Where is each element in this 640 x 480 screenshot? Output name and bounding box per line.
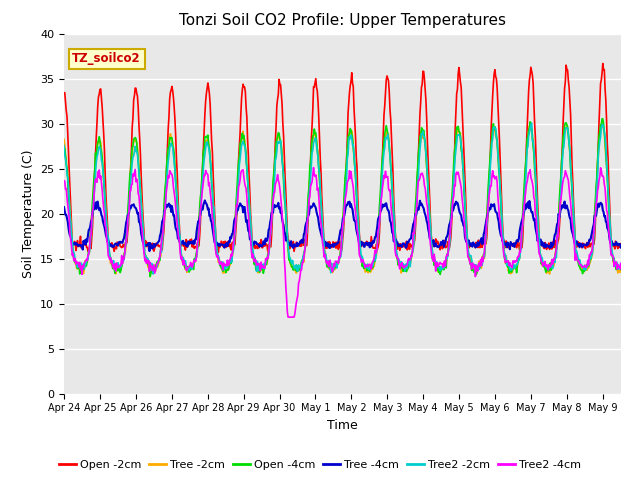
X-axis label: Time: Time xyxy=(327,419,358,432)
Tree2 -2cm xyxy=(138,211,146,216)
Tree -2cm xyxy=(598,120,606,126)
Title: Tonzi Soil CO2 Profile: Upper Temperatures: Tonzi Soil CO2 Profile: Upper Temperatur… xyxy=(179,13,506,28)
Tree2 -4cm xyxy=(284,314,292,320)
Tree2 -2cm xyxy=(298,258,306,264)
Tree -4cm xyxy=(145,248,153,254)
Open -4cm xyxy=(460,192,468,198)
Tree2 -2cm xyxy=(319,230,327,236)
Tree2 -4cm xyxy=(60,178,68,183)
Open -2cm xyxy=(63,108,70,114)
Tree -4cm xyxy=(475,243,483,249)
Line: Tree2 -2cm: Tree2 -2cm xyxy=(64,123,621,274)
Open -2cm xyxy=(460,156,468,161)
Open -4cm xyxy=(598,116,606,121)
Open -2cm xyxy=(599,60,607,66)
Open -4cm xyxy=(147,274,154,279)
Tree -4cm xyxy=(201,198,209,204)
Open -2cm xyxy=(298,237,306,242)
Tree2 -2cm xyxy=(149,271,157,277)
Open -4cm xyxy=(63,162,70,168)
Tree -2cm xyxy=(298,260,305,265)
Tree2 -4cm xyxy=(138,227,146,232)
Line: Tree2 -4cm: Tree2 -4cm xyxy=(64,168,621,317)
Open -2cm xyxy=(214,249,222,255)
Open -4cm xyxy=(319,239,327,244)
Tree2 -4cm xyxy=(617,261,625,266)
Open -4cm xyxy=(474,266,481,272)
Open -4cm xyxy=(138,216,146,222)
Tree2 -4cm xyxy=(320,254,328,260)
Open -4cm xyxy=(60,145,68,151)
Tree -2cm xyxy=(617,265,625,271)
Tree2 -2cm xyxy=(528,120,536,126)
Tree2 -2cm xyxy=(460,186,468,192)
Y-axis label: Soil Temperature (C): Soil Temperature (C) xyxy=(22,149,35,278)
Tree2 -2cm xyxy=(617,262,625,268)
Tree -4cm xyxy=(63,212,70,218)
Line: Open -4cm: Open -4cm xyxy=(64,119,621,276)
Tree -2cm xyxy=(546,271,554,277)
Tree2 -4cm xyxy=(63,186,70,192)
Open -4cm xyxy=(617,266,625,272)
Tree -2cm xyxy=(63,156,70,162)
Tree -4cm xyxy=(461,234,468,240)
Open -2cm xyxy=(474,245,481,251)
Tree -2cm xyxy=(138,205,146,211)
Tree2 -2cm xyxy=(60,143,68,148)
Open -2cm xyxy=(138,191,146,197)
Open -2cm xyxy=(319,227,327,232)
Line: Tree -2cm: Tree -2cm xyxy=(64,123,621,274)
Legend: Open -2cm, Tree -2cm, Open -4cm, Tree -4cm, Tree2 -2cm, Tree2 -4cm: Open -2cm, Tree -2cm, Open -4cm, Tree -4… xyxy=(54,456,586,474)
Tree2 -2cm xyxy=(63,161,70,167)
Text: TZ_soilco2: TZ_soilco2 xyxy=(72,52,141,65)
Tree -4cm xyxy=(60,204,68,210)
Tree -2cm xyxy=(319,223,326,229)
Tree -4cm xyxy=(138,234,146,240)
Tree -2cm xyxy=(460,174,467,180)
Tree2 -4cm xyxy=(461,228,468,234)
Open -4cm xyxy=(298,257,306,263)
Open -2cm xyxy=(60,90,68,96)
Tree -4cm xyxy=(617,245,625,251)
Tree -2cm xyxy=(60,136,68,142)
Tree2 -4cm xyxy=(310,165,317,170)
Tree2 -4cm xyxy=(475,262,483,267)
Tree2 -4cm xyxy=(298,260,306,265)
Open -2cm xyxy=(617,241,625,247)
Tree2 -2cm xyxy=(474,266,481,272)
Tree -2cm xyxy=(473,269,481,275)
Line: Open -2cm: Open -2cm xyxy=(64,63,621,252)
Tree -4cm xyxy=(300,240,307,246)
Tree -4cm xyxy=(320,237,328,243)
Line: Tree -4cm: Tree -4cm xyxy=(64,201,621,251)
